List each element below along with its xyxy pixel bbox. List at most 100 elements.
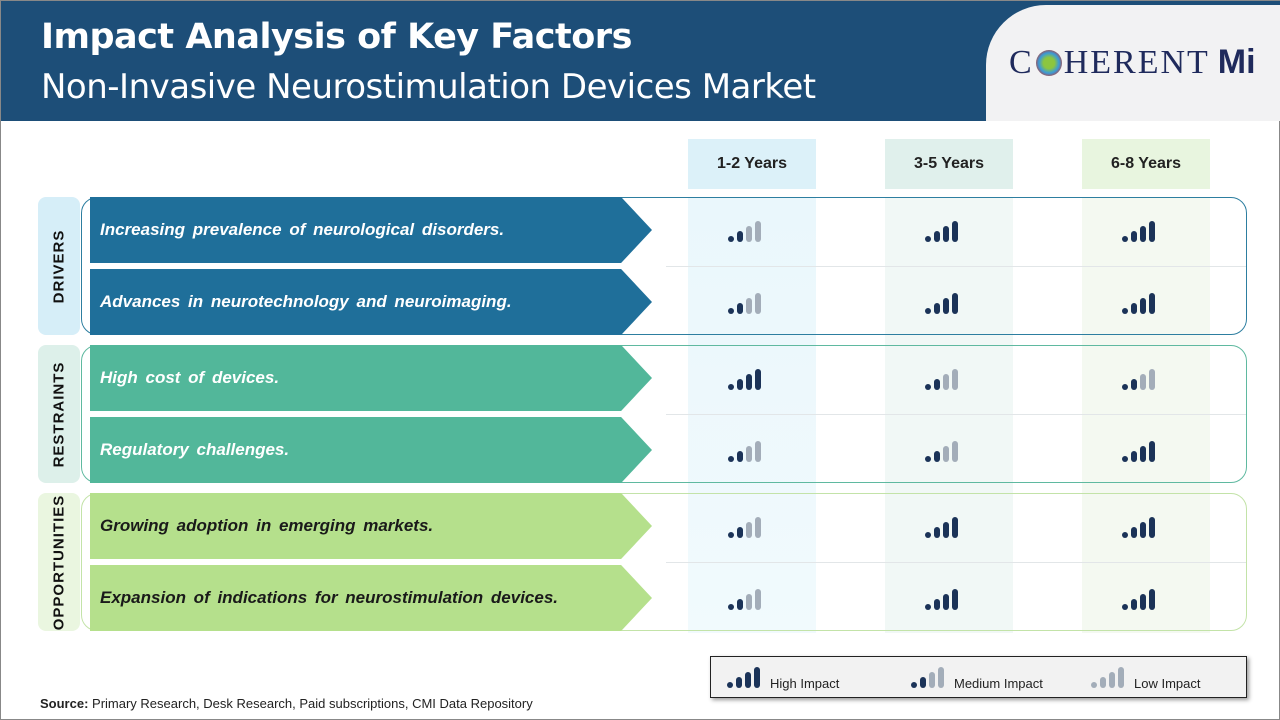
signal-high-icon [1122, 441, 1155, 462]
column-band-3 [1082, 197, 1210, 633]
signal-bar [1149, 589, 1155, 610]
legend-medium: Medium Impact [911, 667, 1043, 691]
signal-bar [1149, 369, 1155, 390]
signal-bar [1122, 384, 1128, 390]
coherent-mi-logo: C HERENT Mi [1009, 43, 1256, 81]
legend: High Impact Medium Impact Low Impact [710, 656, 1247, 698]
signal-bar [925, 456, 931, 462]
row-divider [666, 266, 1246, 267]
logo-area [986, 5, 1280, 121]
signal-bar [727, 682, 733, 688]
signal-bar [1109, 672, 1115, 688]
signal-bar [745, 672, 751, 688]
signal-bar [755, 293, 761, 314]
factor-row-label: Regulatory challenges. [90, 417, 652, 483]
section-opportunities-frame [81, 493, 1247, 631]
signal-bar [925, 604, 931, 610]
source-text: Primary Research, Desk Research, Paid su… [88, 696, 533, 711]
signal-bar [746, 374, 752, 390]
signal-bar [1131, 303, 1137, 314]
signal-bar [1100, 677, 1106, 688]
signal-bar [1122, 604, 1128, 610]
column-header-1-2-years: 1-2 Years [688, 139, 816, 189]
signal-medium-icon [728, 589, 761, 610]
signal-bar [1149, 293, 1155, 314]
signal-high-icon [728, 369, 761, 390]
signal-bar [1131, 379, 1137, 390]
signal-bar [1149, 517, 1155, 538]
signal-bar [746, 522, 752, 538]
signal-bar [728, 456, 734, 462]
signal-bar [737, 599, 743, 610]
signal-low-icon [1091, 667, 1124, 688]
signal-bar [934, 527, 940, 538]
signal-bar [754, 667, 760, 688]
signal-bar [736, 677, 742, 688]
signal-bar [1131, 527, 1137, 538]
signal-bar [1140, 374, 1146, 390]
signal-high-icon [1122, 221, 1155, 242]
factor-row-label: Growing adoption in emerging markets. [90, 493, 652, 559]
signal-bar [755, 517, 761, 538]
legend-low-label: Low Impact [1134, 676, 1201, 691]
signal-bar [728, 532, 734, 538]
signal-bar [925, 308, 931, 314]
signal-bar [737, 527, 743, 538]
signal-bar [737, 231, 743, 242]
section-label-drivers: DRIVERS [38, 197, 80, 335]
signal-bar [737, 379, 743, 390]
signal-bar [1140, 226, 1146, 242]
signal-bar [1149, 441, 1155, 462]
signal-high-icon [925, 221, 958, 242]
section-label-opportunities: OPPORTUNITIES [38, 493, 80, 631]
signal-bar [920, 677, 926, 688]
signal-bar [943, 522, 949, 538]
signal-bar [952, 517, 958, 538]
source-label: Source: [40, 696, 89, 711]
legend-high: High Impact [727, 667, 839, 691]
signal-medium-icon [925, 441, 958, 462]
signal-bar [755, 221, 761, 242]
factor-row-label: Advances in neurotechnology and neuroima… [90, 269, 652, 335]
signal-bar [911, 682, 917, 688]
factor-row-label: Increasing prevalence of neurological di… [90, 197, 652, 263]
signal-bar [1131, 451, 1137, 462]
signal-bar [952, 293, 958, 314]
page-subtitle: Non-Invasive Neurostimulation Devices Ma… [41, 67, 816, 107]
signal-bar [952, 221, 958, 242]
signal-bar [728, 308, 734, 314]
signal-bar [1140, 298, 1146, 314]
signal-bar [1118, 667, 1124, 688]
signal-bar [728, 236, 734, 242]
page-title: Impact Analysis of Key Factors [41, 17, 632, 57]
signal-medium-icon [728, 221, 761, 242]
signal-bar [755, 369, 761, 390]
signal-bar [943, 446, 949, 462]
factor-row-label: Expansion of indications for neurostimul… [90, 565, 652, 631]
signal-bar [943, 374, 949, 390]
signal-bar [943, 298, 949, 314]
section-restraints-frame [81, 345, 1247, 483]
signal-bar [746, 594, 752, 610]
section-label-restraints: RESTRAINTS [38, 345, 80, 483]
signal-bar [925, 532, 931, 538]
column-header-3-5-years: 3-5 Years [885, 139, 1013, 189]
column-band-1 [688, 197, 816, 633]
signal-medium-icon [911, 667, 944, 688]
column-band-2 [885, 197, 1013, 633]
signal-bar [943, 594, 949, 610]
signal-high-icon [925, 589, 958, 610]
signal-bar [755, 589, 761, 610]
signal-bar [1140, 522, 1146, 538]
column-header-6-8-years: 6-8 Years [1082, 139, 1210, 189]
signal-bar [737, 303, 743, 314]
signal-bar [943, 226, 949, 242]
signal-medium-icon [728, 517, 761, 538]
signal-high-icon [727, 667, 760, 688]
legend-medium-label: Medium Impact [954, 676, 1043, 691]
signal-high-icon [925, 293, 958, 314]
section-label-text: DRIVERS [50, 229, 68, 303]
signal-high-icon [1122, 293, 1155, 314]
signal-bar [1122, 532, 1128, 538]
signal-bar [934, 599, 940, 610]
